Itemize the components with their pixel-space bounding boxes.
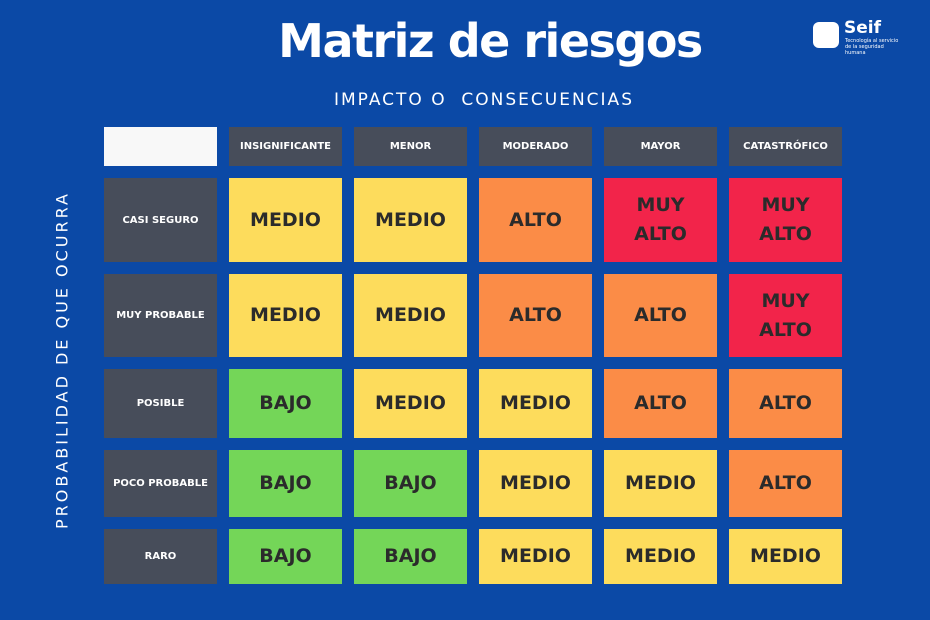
column-header: CATASTRÓFICO (729, 127, 842, 166)
column-header: MAYOR (604, 127, 717, 166)
risk-cell: BAJO (229, 529, 342, 584)
row-header: POSIBLE (104, 369, 217, 438)
risk-cell: MEDIO (479, 450, 592, 517)
logo-name: Seif (844, 18, 881, 38)
row-header: MUY PROBABLE (104, 274, 217, 357)
risk-cell: MEDIO (229, 178, 342, 262)
risk-cell: BAJO (229, 369, 342, 438)
risk-cell: BAJO (229, 450, 342, 517)
risk-cell: BAJO (354, 529, 467, 584)
logo-tagline: Tecnología al servicio de la seguridad h… (845, 38, 899, 56)
risk-cell: ALTO (729, 450, 842, 517)
risk-cell: MEDIO (354, 369, 467, 438)
column-header: MODERADO (479, 127, 592, 166)
risk-cell: MUY ALTO (729, 274, 842, 357)
row-header: POCO PROBABLE (104, 450, 217, 517)
subtitle: IMPACTO O CONSECUENCIAS (334, 90, 634, 110)
column-header: INSIGNIFICANTE (229, 127, 342, 166)
risk-cell: MEDIO (604, 450, 717, 517)
risk-cell: ALTO (729, 369, 842, 438)
risk-cell: ALTO (479, 274, 592, 357)
row-header: CASI SEGURO (104, 178, 217, 262)
column-header: MENOR (354, 127, 467, 166)
risk-cell: MEDIO (479, 369, 592, 438)
risk-cell: MEDIO (729, 529, 842, 584)
title: Matriz de riesgos (278, 14, 703, 68)
risk-cell: MUY ALTO (729, 178, 842, 262)
corner-cell (104, 127, 217, 166)
logo-icon (813, 22, 839, 48)
risk-cell: ALTO (604, 274, 717, 357)
risk-cell: ALTO (604, 369, 717, 438)
risk-cell: BAJO (354, 450, 467, 517)
row-header: RARO (104, 529, 217, 584)
risk-cell: ALTO (479, 178, 592, 262)
risk-cell: MEDIO (354, 178, 467, 262)
risk-cell: MEDIO (479, 529, 592, 584)
risk-cell: MUY ALTO (604, 178, 717, 262)
risk-cell: MEDIO (604, 529, 717, 584)
risk-cell: MEDIO (229, 274, 342, 357)
side-label: PROBABILIDAD DE QUE OCURRA (52, 190, 72, 530)
risk-cell: MEDIO (354, 274, 467, 357)
